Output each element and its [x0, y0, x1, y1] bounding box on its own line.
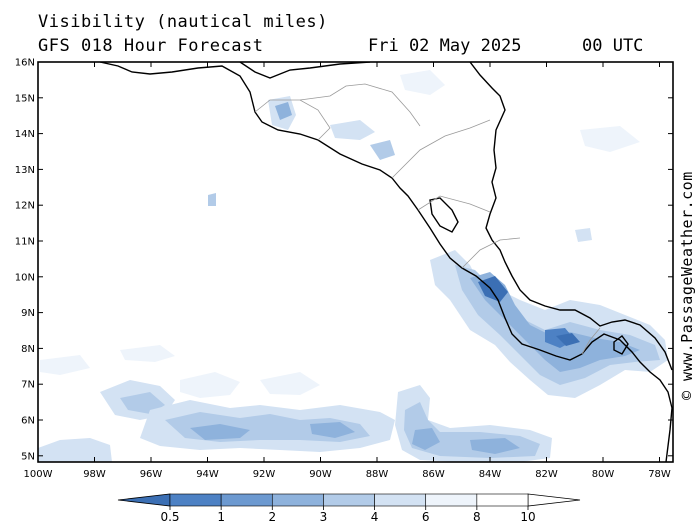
lat-label: 14N — [15, 129, 35, 140]
forecast-time: 00 UTC — [582, 36, 644, 56]
lon-label: 96W — [140, 469, 163, 480]
lon-label: 100W — [24, 469, 53, 480]
lat-label: 6N — [21, 416, 35, 427]
colorbar-arrow-right — [527, 493, 581, 507]
colorbar-cell — [476, 493, 529, 507]
lon-label: 98W — [83, 469, 106, 480]
color-scale-bar: 0.5 1 2 3 4 6 8 10 — [117, 493, 581, 524]
colorbar-label: 2 — [268, 510, 276, 524]
latitude-axis: 16N 15N 14N 13N 12N 11N 10N 9N 8N 7N 6N 5N — [15, 58, 673, 462]
colorbar-label: 6 — [422, 510, 430, 524]
colorbar-label: 1 — [217, 510, 225, 524]
colorbar-cell — [220, 493, 273, 507]
colorbar-cell — [169, 493, 222, 507]
lon-label: 92W — [253, 469, 276, 480]
colorbar-arrow-left — [117, 493, 171, 507]
coastline — [99, 62, 673, 462]
lat-label: 13N — [15, 165, 35, 176]
lat-label: 9N — [21, 308, 35, 319]
lat-label: 16N — [15, 58, 35, 69]
lat-label: 15N — [15, 93, 35, 104]
lon-label: 94W — [196, 469, 219, 480]
colorbar-label: 3 — [320, 510, 328, 524]
lon-label: 84W — [479, 469, 502, 480]
lon-label: 86W — [422, 469, 445, 480]
colorbar-label: 10 — [520, 510, 535, 524]
lon-label: 78W — [648, 469, 671, 480]
lat-label: 7N — [21, 380, 35, 391]
colorbar-cell — [323, 493, 375, 507]
lat-label: 10N — [15, 272, 35, 283]
colorbar-cell — [425, 493, 478, 507]
lat-label: 8N — [21, 344, 35, 355]
lon-label: 90W — [309, 469, 332, 480]
lon-label: 88W — [366, 469, 389, 480]
lat-label: 12N — [15, 201, 35, 212]
lon-label: 80W — [592, 469, 615, 480]
country-borders — [254, 83, 601, 355]
colorbar-label: 0.5 — [160, 510, 179, 524]
map-frame — [37, 61, 674, 463]
lat-label: 11N — [15, 237, 35, 248]
forecast-label: GFS 018 Hour Forecast — [38, 36, 264, 56]
lon-label: 82W — [535, 469, 558, 480]
lat-label: 5N — [21, 451, 35, 462]
colorbar-cell — [271, 493, 324, 507]
colorbar-label: 4 — [371, 510, 379, 524]
colorbar-label: 8 — [473, 510, 481, 524]
visibility-shading — [38, 70, 668, 462]
longitude-axis: 100W 98W 96W 94W 92W 90W 88W 86W 84W 82W 80W 78W — [24, 62, 671, 480]
forecast-date: Fri 02 May 2025 — [368, 36, 522, 56]
map-title: Visibility (nautical miles) — [38, 12, 328, 32]
colorbar-cell — [374, 493, 427, 507]
